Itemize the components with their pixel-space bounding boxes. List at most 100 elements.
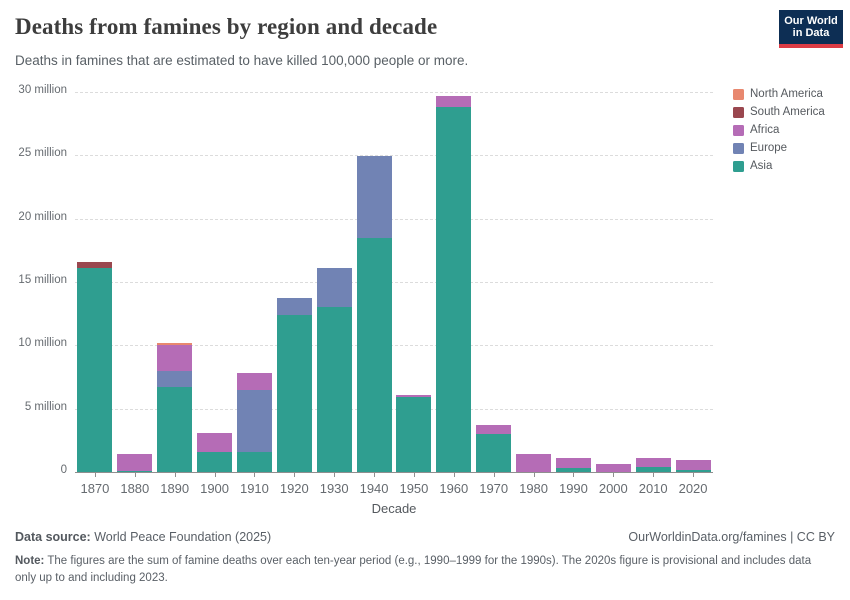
chart-note-text: The figures are the sum of famine deaths… xyxy=(15,555,812,585)
data-source-line: Data source: World Peace Foundation (202… xyxy=(15,530,271,544)
x-axis-tick-label-1960: 1960 xyxy=(439,481,469,496)
y-axis-tick-label: 10 million xyxy=(18,337,67,350)
x-axis-tick-1900 xyxy=(214,473,216,477)
x-axis-tick-1960 xyxy=(453,473,455,477)
x-axis-tick-1980 xyxy=(533,473,535,477)
legend-item-north-america[interactable]: North America xyxy=(733,88,825,100)
bar-segment-europe-1910[interactable] xyxy=(236,389,272,453)
x-axis-tick-2000 xyxy=(613,473,615,477)
x-axis-tick-1970 xyxy=(493,473,495,477)
bar-segment-asia-1890[interactable] xyxy=(157,387,193,472)
legend-swatch-icon xyxy=(733,88,744,100)
legend-swatch-icon xyxy=(733,106,744,118)
x-axis-tick-label-1910: 1910 xyxy=(239,481,269,496)
x-axis-tick-label-1950: 1950 xyxy=(399,481,429,496)
citation-link[interactable]: OurWorldinData.org/famines xyxy=(628,530,787,544)
bar-segment-africa-1900[interactable] xyxy=(197,432,233,452)
bar-segment-asia-1970[interactable] xyxy=(476,434,512,472)
bar-segment-asia-1900[interactable] xyxy=(197,451,233,472)
legend-item-label: Asia xyxy=(750,160,773,172)
x-axis-tick-label-1900: 1900 xyxy=(200,481,230,496)
y-axis-tick-label: 25 million xyxy=(18,147,67,160)
legend-swatch-icon xyxy=(733,160,744,172)
citation-line: OurWorldinData.org/famines | CC BY xyxy=(628,530,835,544)
x-axis-tick-2010 xyxy=(653,473,655,477)
bar-segment-south-america-1870[interactable] xyxy=(77,261,113,269)
x-axis-tick-label-1970: 1970 xyxy=(479,481,509,496)
legend-item-label: South America xyxy=(750,106,825,118)
x-axis-tick-label-1980: 1980 xyxy=(519,481,549,496)
x-axis-tick-label-1930: 1930 xyxy=(319,481,349,496)
x-axis-tick-1920 xyxy=(294,473,296,477)
bar-segment-asia-1990[interactable] xyxy=(555,467,591,472)
owid-logo-line1: Our World xyxy=(784,14,838,27)
bar-segment-europe-1930[interactable] xyxy=(316,268,352,308)
bar-segment-africa-1890[interactable] xyxy=(157,345,193,371)
y-gridline-15-million xyxy=(75,282,713,283)
bar-segment-asia-1910[interactable] xyxy=(236,452,272,472)
citation-license: | CC BY xyxy=(786,530,835,544)
y-gridline-25-million xyxy=(75,155,713,157)
bar-segment-asia-1960[interactable] xyxy=(436,107,472,472)
legend-item-label: Europe xyxy=(750,142,788,154)
bar-segment-africa-2000[interactable] xyxy=(595,464,631,472)
legend-item-south-america[interactable]: South America xyxy=(733,106,825,118)
y-axis-tick-label: 20 million xyxy=(18,210,67,223)
bar-segment-asia-1880[interactable] xyxy=(117,470,153,472)
legend-item-europe[interactable]: Europe xyxy=(733,142,825,154)
y-gridline-5-million xyxy=(75,408,713,410)
x-axis-tick-1890 xyxy=(174,473,176,477)
bar-segment-europe-1890[interactable] xyxy=(157,370,193,388)
y-gridline-10-million xyxy=(75,345,713,347)
legend-item-africa[interactable]: Africa xyxy=(733,124,825,136)
x-axis-tick-label-1870: 1870 xyxy=(80,481,110,496)
y-gridline-30-million xyxy=(75,92,713,93)
bar-segment-asia-1920[interactable] xyxy=(276,314,312,472)
bar-segment-africa-1950[interactable] xyxy=(396,395,432,398)
x-axis-line xyxy=(75,472,713,473)
bar-segment-africa-1970[interactable] xyxy=(476,425,512,434)
owid-logo-line2: in Data xyxy=(792,27,830,39)
bar-segment-africa-1990[interactable] xyxy=(555,458,591,468)
x-axis-tick-1990 xyxy=(573,473,575,477)
x-axis-tick-1910 xyxy=(254,473,256,477)
x-axis-tick-2020 xyxy=(693,473,695,477)
x-axis-tick-label-2000: 2000 xyxy=(598,481,628,496)
y-axis-tick-label: 5 million xyxy=(24,400,67,413)
bar-segment-north-america-1890[interactable] xyxy=(157,342,193,346)
bar-segment-asia-1930[interactable] xyxy=(316,307,352,472)
bar-segment-africa-2020[interactable] xyxy=(675,459,711,471)
bar-segment-africa-1980[interactable] xyxy=(516,454,552,472)
chart-subtitle: Deaths in famines that are estimated to … xyxy=(15,53,469,68)
x-axis-tick-label-1880: 1880 xyxy=(120,481,150,496)
x-axis-tick-1870 xyxy=(94,473,96,477)
x-axis-tick-1950 xyxy=(413,473,415,477)
bar-segment-asia-1950[interactable] xyxy=(396,397,432,472)
x-axis-tick-label-1990: 1990 xyxy=(558,481,588,496)
x-axis-tick-label-2010: 2010 xyxy=(638,481,668,496)
y-axis-tick-label: 15 million xyxy=(18,274,67,286)
x-axis-tick-1880 xyxy=(134,473,136,477)
bar-segment-africa-1910[interactable] xyxy=(236,373,272,390)
legend-item-label: North America xyxy=(750,88,823,100)
legend: North America South America Africa Europe As… xyxy=(733,88,825,172)
bar-segment-europe-1940[interactable] xyxy=(356,155,392,238)
bar-segment-africa-1880[interactable] xyxy=(117,454,153,471)
bar-segment-asia-1870[interactable] xyxy=(77,268,113,472)
y-axis-tick-label: 30 million xyxy=(18,84,67,96)
bar-segment-europe-1920[interactable] xyxy=(276,297,312,315)
y-gridline-20-million xyxy=(75,218,713,220)
x-axis-tick-1940 xyxy=(374,473,376,477)
bar-segment-asia-2020[interactable] xyxy=(675,470,711,472)
bar-segment-africa-1960[interactable] xyxy=(436,95,472,108)
bar-segment-asia-1940[interactable] xyxy=(356,237,392,472)
x-axis-tick-1930 xyxy=(334,473,336,477)
legend-swatch-icon xyxy=(733,142,744,154)
data-source-label: Data source: xyxy=(15,530,91,544)
bar-segment-africa-2010[interactable] xyxy=(635,458,671,467)
legend-item-asia[interactable]: Asia xyxy=(733,160,825,172)
page-title: Deaths from famines by region and decade xyxy=(15,14,438,39)
bar-segment-asia-2010[interactable] xyxy=(635,466,671,472)
